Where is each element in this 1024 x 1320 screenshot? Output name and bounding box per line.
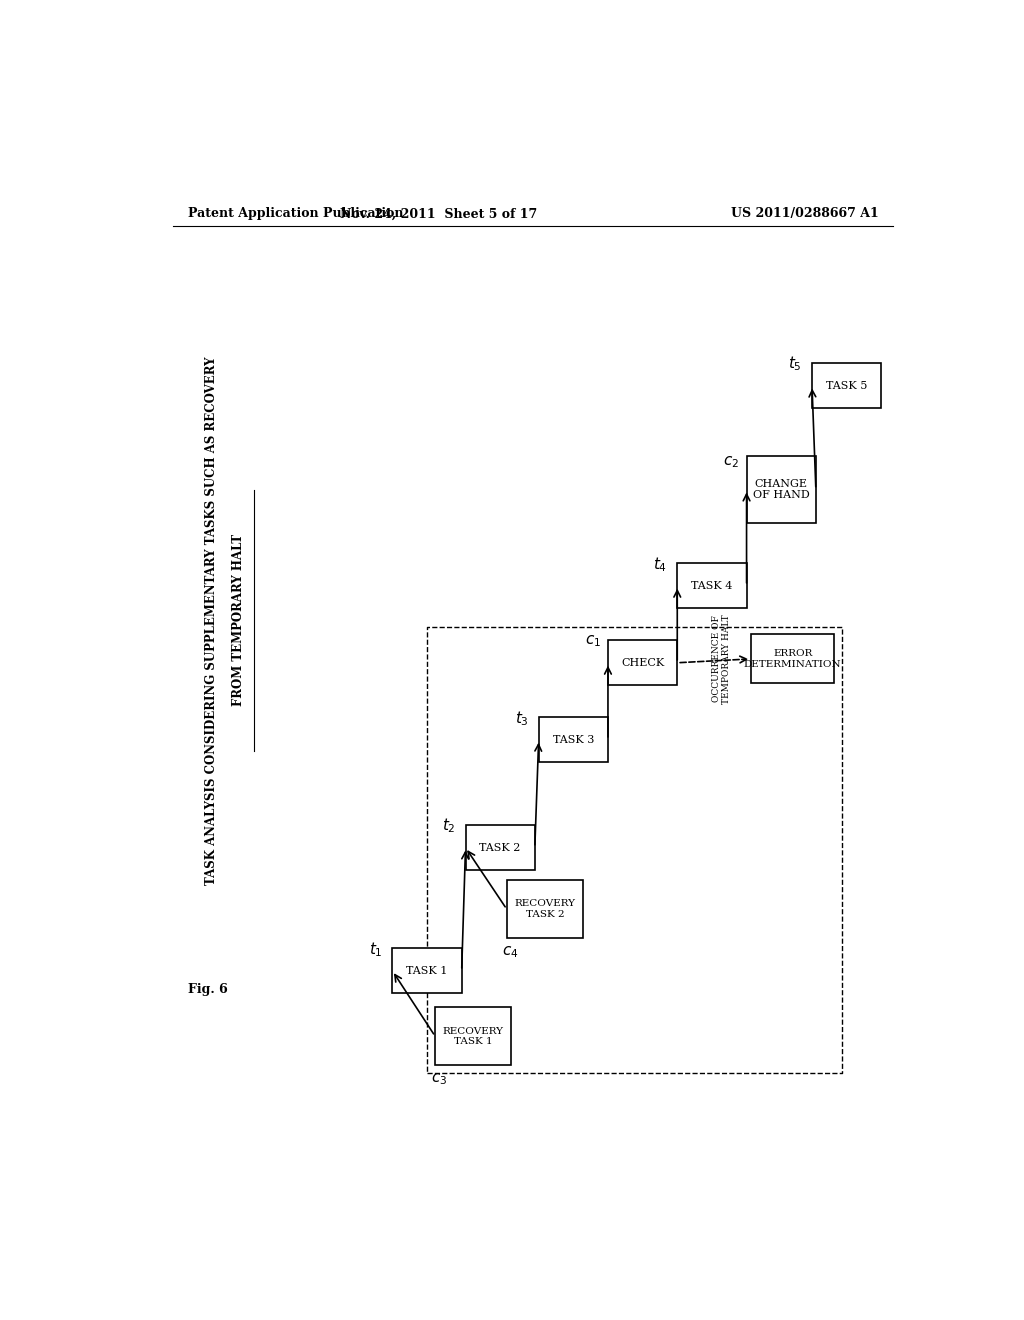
Text: Nov. 24, 2011  Sheet 5 of 17: Nov. 24, 2011 Sheet 5 of 17 <box>340 207 538 220</box>
Text: $t_4$: $t_4$ <box>653 554 668 574</box>
Text: CHANGE
OF HAND: CHANGE OF HAND <box>753 479 810 500</box>
Text: TASK ANALYSIS CONSIDERING SUPPLEMENTARY TASKS SUCH AS RECOVERY: TASK ANALYSIS CONSIDERING SUPPLEMENTARY … <box>205 356 218 884</box>
Text: $c_1$: $c_1$ <box>585 634 601 649</box>
Text: FROM TEMPORARY HALT: FROM TEMPORARY HALT <box>231 535 245 706</box>
Text: ERROR
DETERMINATION: ERROR DETERMINATION <box>744 649 842 669</box>
Bar <box>746 455 816 523</box>
Text: Fig. 6: Fig. 6 <box>188 983 228 997</box>
Text: $c_4$: $c_4$ <box>503 944 519 960</box>
Text: US 2011/0288667 A1: US 2011/0288667 A1 <box>731 207 879 220</box>
Text: OCCURRENCE OF
TEMPORARY HALT: OCCURRENCE OF TEMPORARY HALT <box>712 614 731 704</box>
Bar <box>539 718 608 762</box>
Text: $c_3$: $c_3$ <box>431 1072 447 1086</box>
Text: $t_1$: $t_1$ <box>369 940 382 958</box>
Text: $t_5$: $t_5$ <box>788 355 802 374</box>
Text: TASK 2: TASK 2 <box>479 842 521 853</box>
Bar <box>392 949 462 993</box>
Text: CHECK: CHECK <box>621 657 665 668</box>
Bar <box>812 363 882 408</box>
Text: $t_2$: $t_2$ <box>441 817 456 836</box>
Bar <box>752 635 835 684</box>
Bar <box>608 640 677 685</box>
Text: TASK 4: TASK 4 <box>691 581 732 591</box>
Bar <box>466 825 535 870</box>
Text: RECOVERY
TASK 2: RECOVERY TASK 2 <box>514 899 575 919</box>
Text: RECOVERY
TASK 1: RECOVERY TASK 1 <box>442 1027 504 1045</box>
Text: TASK 3: TASK 3 <box>553 735 594 744</box>
Text: Patent Application Publication: Patent Application Publication <box>188 207 403 220</box>
Bar <box>507 880 583 939</box>
Bar <box>435 1007 511 1065</box>
Bar <box>677 564 746 609</box>
Text: $t_3$: $t_3$ <box>515 709 528 727</box>
Text: TASK 5: TASK 5 <box>826 380 867 391</box>
Text: TASK 1: TASK 1 <box>407 966 447 975</box>
Text: $c_2$: $c_2$ <box>723 454 739 470</box>
